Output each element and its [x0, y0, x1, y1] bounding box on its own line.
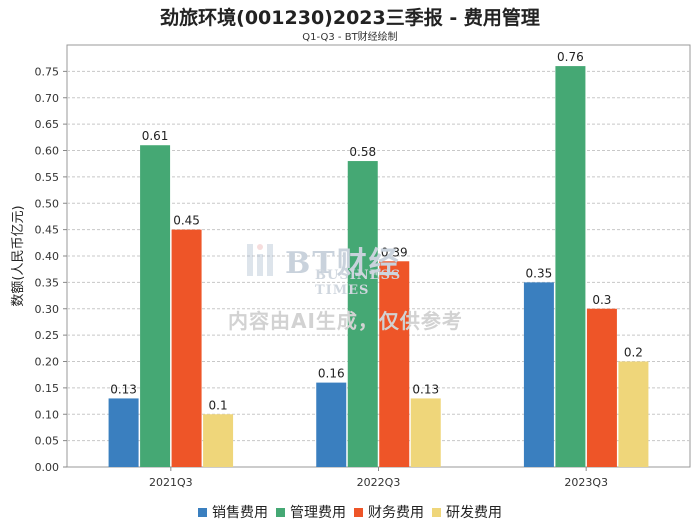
legend-swatch: [276, 507, 285, 517]
bar-value-label: 0.3: [592, 293, 611, 307]
bt-logo-icon: [247, 244, 273, 276]
bar: [410, 398, 441, 467]
y-tick-label: 0.10: [35, 408, 60, 421]
legend-swatch: [354, 507, 363, 517]
legend-item: 销售费用: [198, 502, 268, 522]
bar: [108, 398, 139, 467]
y-tick-label: 0.00: [35, 461, 60, 474]
bar: [140, 145, 171, 467]
chart-subtitle: Q1-Q3 - BT财经绘制: [302, 32, 398, 43]
bar: [618, 361, 649, 467]
y-tick-label: 0.20: [35, 356, 60, 369]
y-tick-label: 0.35: [35, 276, 60, 289]
bar-value-label: 0.16: [318, 367, 345, 381]
y-tick-label: 0.25: [35, 329, 60, 342]
bar: [586, 308, 617, 467]
watermark-logo: BT财经 BUSINESS TIMES: [245, 238, 460, 298]
y-tick-label: 0.15: [35, 382, 60, 395]
y-tick-label: 0.50: [35, 197, 60, 210]
chart-legend: 销售费用 管理费用 财务费用 研发费用: [0, 502, 700, 522]
y-tick-label: 0.40: [35, 250, 60, 263]
legend-swatch: [198, 507, 207, 517]
bar: [555, 66, 586, 467]
y-axis-label: 数额(人民币亿元): [11, 205, 26, 306]
bar-value-label: 0.35: [526, 266, 553, 280]
y-tick-label: 0.30: [35, 303, 60, 316]
legend-label: 财务费用: [368, 505, 424, 521]
y-tick-label: 0.05: [35, 435, 60, 448]
bar-value-label: 0.13: [110, 382, 137, 396]
legend-item: 管理费用: [276, 502, 346, 522]
y-tick-label: 0.65: [35, 118, 60, 131]
legend-label: 销售费用: [212, 505, 268, 521]
bar: [316, 382, 347, 467]
bar-value-label: 0.58: [349, 145, 376, 159]
bar-value-label: 0.1: [209, 398, 228, 412]
watermark-logo-text: BT财经: [285, 246, 401, 281]
y-tick-label: 0.70: [35, 92, 60, 105]
chart-title: 劲旅环境(001230)2023三季报 - 费用管理: [160, 7, 540, 29]
x-tick-label: 2021Q3: [149, 476, 193, 489]
bar-value-label: 0.45: [173, 214, 200, 228]
bar-value-label: 0.39: [381, 245, 408, 259]
y-tick-label: 0.45: [35, 224, 60, 237]
legend-item: 研发费用: [432, 502, 502, 522]
bar: [379, 261, 410, 467]
bar: [523, 282, 554, 467]
y-tick-label: 0.60: [35, 145, 60, 158]
x-tick-label: 2023Q3: [564, 476, 608, 489]
bar-value-label: 0.13: [412, 382, 439, 396]
y-tick-label: 0.55: [35, 171, 60, 184]
x-tick-label: 2022Q3: [357, 476, 401, 489]
y-tick-label: 0.75: [35, 65, 60, 78]
bar: [347, 161, 378, 468]
watermark-logo-subtext: BUSINESS TIMES: [315, 268, 402, 298]
bar: [171, 229, 202, 467]
watermark-notice: 内容由AI生成，仅供参考: [228, 309, 463, 333]
bar-value-label: 0.76: [557, 50, 584, 64]
legend-item: 财务费用: [354, 502, 424, 522]
legend-label: 管理费用: [290, 505, 346, 521]
legend-label: 研发费用: [446, 505, 502, 521]
bar-value-label: 0.61: [142, 129, 169, 143]
bar-value-label: 0.2: [624, 346, 643, 360]
bar: [203, 414, 234, 467]
legend-swatch: [432, 507, 441, 517]
